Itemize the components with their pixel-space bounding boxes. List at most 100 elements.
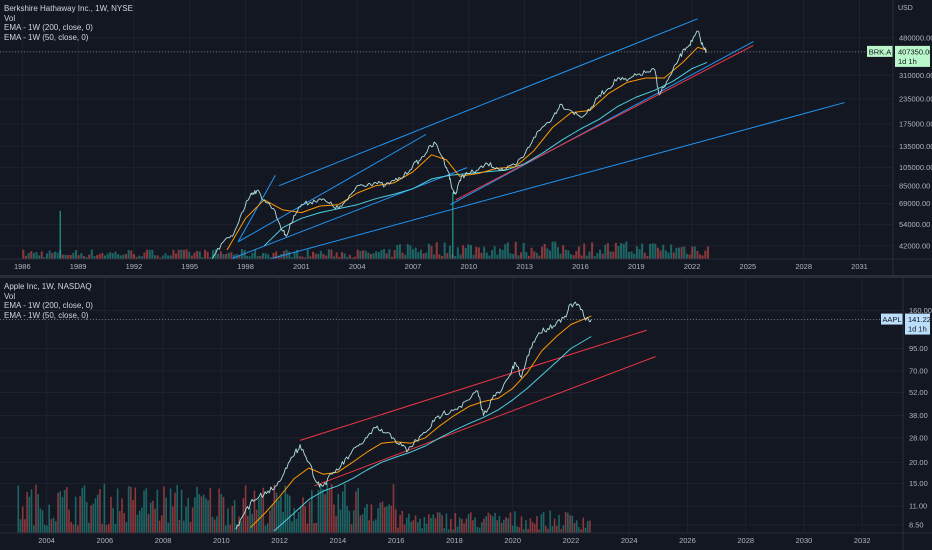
- legend-item-ema50[interactable]: EMA - 1W (50, close, 0): [4, 310, 89, 320]
- legend-title-aapl[interactable]: Apple Inc, 1W, NASDAQ: [4, 282, 92, 291]
- volume-bar: [351, 257, 354, 259]
- volume-bar: [171, 506, 174, 533]
- trendline-blue[interactable]: [237, 133, 427, 243]
- volume-bar: [138, 510, 141, 533]
- volume-bar: [196, 486, 198, 533]
- volume-bar: [598, 249, 602, 259]
- volume-bar: [540, 514, 543, 533]
- volume-bar: [338, 256, 341, 259]
- volume-bar: [335, 252, 338, 259]
- volume-bars: [17, 483, 591, 533]
- volume-bar: [397, 527, 399, 533]
- volume-bar: [288, 495, 291, 533]
- price-line[interactable]: [235, 301, 592, 530]
- legend-item-ema50[interactable]: EMA - 1W (50, close, 0): [4, 32, 89, 42]
- legend-title-brk[interactable]: Berkshire Hathaway Inc., 1W, NYSE: [4, 4, 133, 13]
- volume-bar: [48, 504, 50, 533]
- volume-bar: [412, 520, 415, 533]
- volume-bar: [317, 489, 320, 533]
- time-axis[interactable]: 2004 2006 2008 2010 2012 2014 2016 2018 2020 2022…: [38, 536, 870, 545]
- volume-bar: [506, 242, 509, 259]
- volume-bar: [205, 498, 207, 533]
- trendline-blue[interactable]: [269, 102, 845, 260]
- volume-bar: [433, 254, 436, 259]
- volume-bar: [136, 514, 139, 533]
- time-tick-label: 2018: [446, 536, 463, 545]
- volume-bar: [685, 253, 688, 259]
- price-axis[interactable]: 8.50 11.00 15.00 20.00 28.00 38.00 52.00 70.00 9…: [905, 306, 932, 529]
- volume-bar: [398, 244, 401, 259]
- chart-pane-brk[interactable]: BRK.A USD 42000.00 54000.00 69000.00 85000.00…: [0, 0, 932, 275]
- price-tick-label: 28.00: [909, 433, 928, 442]
- time-axis[interactable]: 1986 1989 1992 1995 1998 2001 2004 2007 2010 2013…: [14, 262, 868, 271]
- volume-bar: [90, 249, 93, 259]
- volume-bar: [123, 513, 126, 533]
- volume-bar: [85, 257, 88, 259]
- volume-bar: [254, 249, 257, 259]
- volume-bar: [130, 250, 133, 259]
- trendline-red[interactable]: [455, 44, 754, 201]
- volume-bar: [319, 485, 322, 533]
- volume-bar: [24, 519, 26, 533]
- volume-bar: [148, 249, 151, 259]
- pane-divider[interactable]: [0, 275, 932, 278]
- volume-bar: [93, 256, 96, 259]
- ema200-line[interactable]: [273, 336, 592, 532]
- trendline-red[interactable]: [299, 329, 647, 441]
- volume-bar: [145, 488, 148, 533]
- trendline-blue[interactable]: [237, 175, 276, 243]
- chart-canvas-brk[interactable]: BRK.A USD 42000.00 54000.00 69000.00 85000.00…: [0, 0, 932, 275]
- legend-item-ema200[interactable]: EMA - 1W (200, close, 0): [4, 23, 93, 32]
- volume-bar: [280, 253, 283, 259]
- legend-item-vol[interactable]: Vol: [4, 13, 16, 23]
- legend-item-vol[interactable]: Vol: [4, 291, 16, 301]
- price-axis[interactable]: USD 42000.00 54000.00 69000.00 85000.00 10500…: [895, 5, 932, 250]
- time-tick-label: 2010: [213, 536, 230, 545]
- volume-bar: [77, 525, 79, 533]
- chart-pane-aapl[interactable]: AAPL 8.50 11.00 15.00 20.00 28.00 38.00 52.00 70…: [0, 278, 932, 550]
- volume-bar: [96, 494, 99, 533]
- legend-item-ema200[interactable]: EMA - 1W (200, close, 0): [4, 301, 93, 310]
- trendline-blue[interactable]: [449, 41, 754, 206]
- volume-bar: [248, 256, 251, 259]
- volume-bar: [286, 494, 289, 533]
- price-tick-label: 310000.00: [899, 71, 932, 80]
- trendline-blue[interactable]: [230, 167, 468, 260]
- volume-bar: [691, 246, 694, 259]
- volume-bar: [357, 487, 359, 533]
- time-tick-label: 2007: [405, 262, 422, 271]
- volume-bar: [509, 253, 512, 259]
- ema200-line[interactable]: [263, 61, 708, 247]
- volume-bar: [24, 255, 27, 259]
- volume-bar: [478, 527, 481, 533]
- volume-bar: [159, 257, 162, 259]
- volume-bar: [585, 255, 588, 259]
- volume-bar: [275, 251, 278, 259]
- volume-bar: [377, 252, 380, 259]
- volume-bar: [505, 517, 507, 533]
- volume-bar: [404, 254, 407, 259]
- chart-canvas-aapl[interactable]: AAPL 8.50 11.00 15.00 20.00 28.00 38.00 52.00 70…: [0, 278, 932, 550]
- trendlines[interactable]: [230, 18, 845, 260]
- trendline-red[interactable]: [314, 356, 656, 487]
- volume-bar: [191, 507, 194, 533]
- price-line[interactable]: [211, 30, 708, 260]
- trendline-blue[interactable]: [278, 18, 698, 187]
- volume-bar: [267, 254, 270, 259]
- volume-bar: [463, 523, 465, 533]
- volume-bar: [88, 522, 90, 533]
- ema50-line[interactable]: [226, 46, 708, 251]
- trendlines[interactable]: [299, 329, 656, 487]
- volume-bar: [304, 506, 307, 533]
- volume-bar: [266, 523, 269, 533]
- ema50-line[interactable]: [250, 315, 592, 528]
- volume-bar: [399, 515, 401, 533]
- volume-bar: [348, 510, 351, 533]
- volume-bar: [617, 245, 620, 259]
- volume-bar: [238, 254, 241, 259]
- volume-bar: [30, 251, 33, 259]
- volume-bar: [461, 518, 463, 533]
- volume-bar: [182, 249, 185, 259]
- volume-bar: [61, 254, 64, 259]
- volume-bar: [70, 522, 73, 533]
